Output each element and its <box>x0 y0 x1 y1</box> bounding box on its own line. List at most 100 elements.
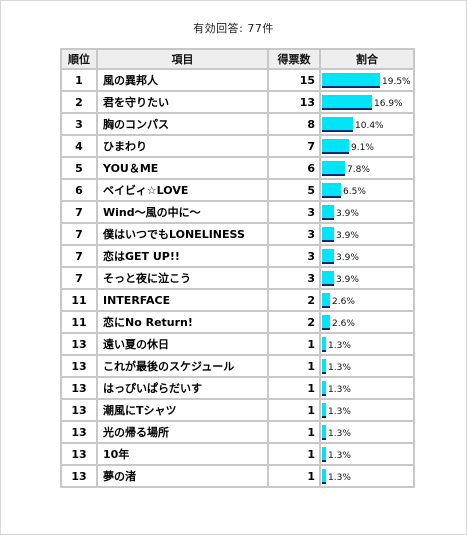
table-row: 3 胸のコンパス 8 10.4% <box>62 114 413 134</box>
votes-cell: 8 <box>269 114 319 134</box>
percent-bar-container: 6.5% <box>321 182 413 198</box>
votes-cell: 3 <box>269 224 319 244</box>
rank-cell: 11 <box>62 312 96 332</box>
table-row: 1 風の異邦人 15 19.5% <box>62 70 413 90</box>
table-row: 7 Wind～風の中に～ 3 3.9% <box>62 202 413 222</box>
percent-cell: 6.5% <box>321 180 413 200</box>
percent-bar <box>322 403 326 418</box>
item-cell: そっと夜に泣こう <box>98 268 267 288</box>
rank-cell: 13 <box>62 356 96 376</box>
table-row: 11 恋にNo Return! 2 2.6% <box>62 312 413 332</box>
votes-cell: 2 <box>269 312 319 332</box>
percent-bar-container: 1.3% <box>321 424 413 440</box>
rank-cell: 13 <box>62 400 96 420</box>
table-row: 4 ひまわり 7 9.1% <box>62 136 413 156</box>
item-cell: はっぴいぱらだいす <box>98 378 267 398</box>
votes-cell: 7 <box>269 136 319 156</box>
percent-label: 16.9% <box>374 99 403 109</box>
votes-cell: 1 <box>269 444 319 464</box>
percent-bar-container: 10.4% <box>321 116 413 132</box>
percent-label: 1.3% <box>328 473 351 483</box>
votes-cell: 2 <box>269 290 319 310</box>
percent-bar <box>322 161 345 176</box>
percent-bar <box>322 359 326 374</box>
header-votes: 得票数 <box>269 50 319 68</box>
percent-cell: 1.3% <box>321 400 413 420</box>
percent-bar <box>322 447 326 462</box>
item-cell: ひまわり <box>98 136 267 156</box>
table-row: 13 遠い夏の休日 1 1.3% <box>62 334 413 354</box>
votes-cell: 1 <box>269 356 319 376</box>
item-cell: YOU＆ME <box>98 158 267 178</box>
votes-cell: 5 <box>269 180 319 200</box>
percent-bar <box>322 117 353 132</box>
percent-label: 7.8% <box>347 165 370 175</box>
percent-bar <box>322 425 326 440</box>
item-cell: 潮風にTシャツ <box>98 400 267 420</box>
percent-label: 3.9% <box>336 209 359 219</box>
percent-bar-container: 1.3% <box>321 402 413 418</box>
rank-cell: 13 <box>62 466 96 486</box>
percent-bar <box>322 337 326 352</box>
table-row: 5 YOU＆ME 6 7.8% <box>62 158 413 178</box>
percent-label: 3.9% <box>336 275 359 285</box>
votes-cell: 3 <box>269 246 319 266</box>
percent-cell: 1.3% <box>321 422 413 442</box>
rank-cell: 5 <box>62 158 96 178</box>
item-cell: 恋にNo Return! <box>98 312 267 332</box>
table-row: 7 そっと夜に泣こう 3 3.9% <box>62 268 413 288</box>
percent-label: 19.5% <box>382 77 411 87</box>
percent-bar-container: 1.3% <box>321 446 413 462</box>
percent-bar-container: 3.9% <box>321 204 413 220</box>
percent-label: 1.3% <box>328 451 351 461</box>
rank-cell: 13 <box>62 422 96 442</box>
percent-bar-container: 9.1% <box>321 138 413 154</box>
percent-cell: 3.9% <box>321 246 413 266</box>
rank-cell: 13 <box>62 444 96 464</box>
votes-cell: 1 <box>269 334 319 354</box>
rank-cell: 7 <box>62 246 96 266</box>
percent-bar-container: 3.9% <box>321 226 413 242</box>
percent-bar <box>322 183 341 198</box>
rank-cell: 7 <box>62 224 96 244</box>
percent-cell: 7.8% <box>321 158 413 178</box>
percent-bar-container: 1.3% <box>321 336 413 352</box>
percent-label: 1.3% <box>328 429 351 439</box>
rank-cell: 7 <box>62 268 96 288</box>
percent-bar-container: 19.5% <box>321 72 413 88</box>
percent-cell: 1.3% <box>321 334 413 354</box>
percent-cell: 3.9% <box>321 202 413 222</box>
percent-bar-container: 7.8% <box>321 160 413 176</box>
percent-bar <box>322 293 330 308</box>
percent-label: 1.3% <box>328 363 351 373</box>
percent-bar-container: 2.6% <box>321 314 413 330</box>
percent-bar <box>322 469 326 484</box>
table-row: 2 君を守りたい 13 16.9% <box>62 92 413 112</box>
item-cell: 僕はいつでもLONELINESS <box>98 224 267 244</box>
percent-label: 6.5% <box>343 187 366 197</box>
percent-cell: 2.6% <box>321 312 413 332</box>
rank-cell: 13 <box>62 334 96 354</box>
table-row: 7 僕はいつでもLONELINESS 3 3.9% <box>62 224 413 244</box>
percent-label: 2.6% <box>332 297 355 307</box>
header-percent: 割合 <box>321 50 413 68</box>
percent-label: 1.3% <box>328 385 351 395</box>
votes-cell: 1 <box>269 422 319 442</box>
percent-cell: 3.9% <box>321 268 413 288</box>
rank-cell: 11 <box>62 290 96 310</box>
percent-cell: 3.9% <box>321 224 413 244</box>
rank-cell: 1 <box>62 70 96 90</box>
table-row: 13 光の帰る場所 1 1.3% <box>62 422 413 442</box>
item-cell: これが最後のスケジュール <box>98 356 267 376</box>
percent-cell: 1.3% <box>321 444 413 464</box>
item-cell: 君を守りたい <box>98 92 267 112</box>
rank-cell: 7 <box>62 202 96 222</box>
votes-cell: 6 <box>269 158 319 178</box>
percent-cell: 9.1% <box>321 136 413 156</box>
percent-label: 9.1% <box>351 143 374 153</box>
percent-cell: 1.3% <box>321 378 413 398</box>
response-count: 有効回答: 77件 <box>193 22 274 35</box>
percent-label: 2.6% <box>332 319 355 329</box>
table-row: 13 夢の渚 1 1.3% <box>62 466 413 486</box>
percent-bar-container: 1.3% <box>321 468 413 484</box>
